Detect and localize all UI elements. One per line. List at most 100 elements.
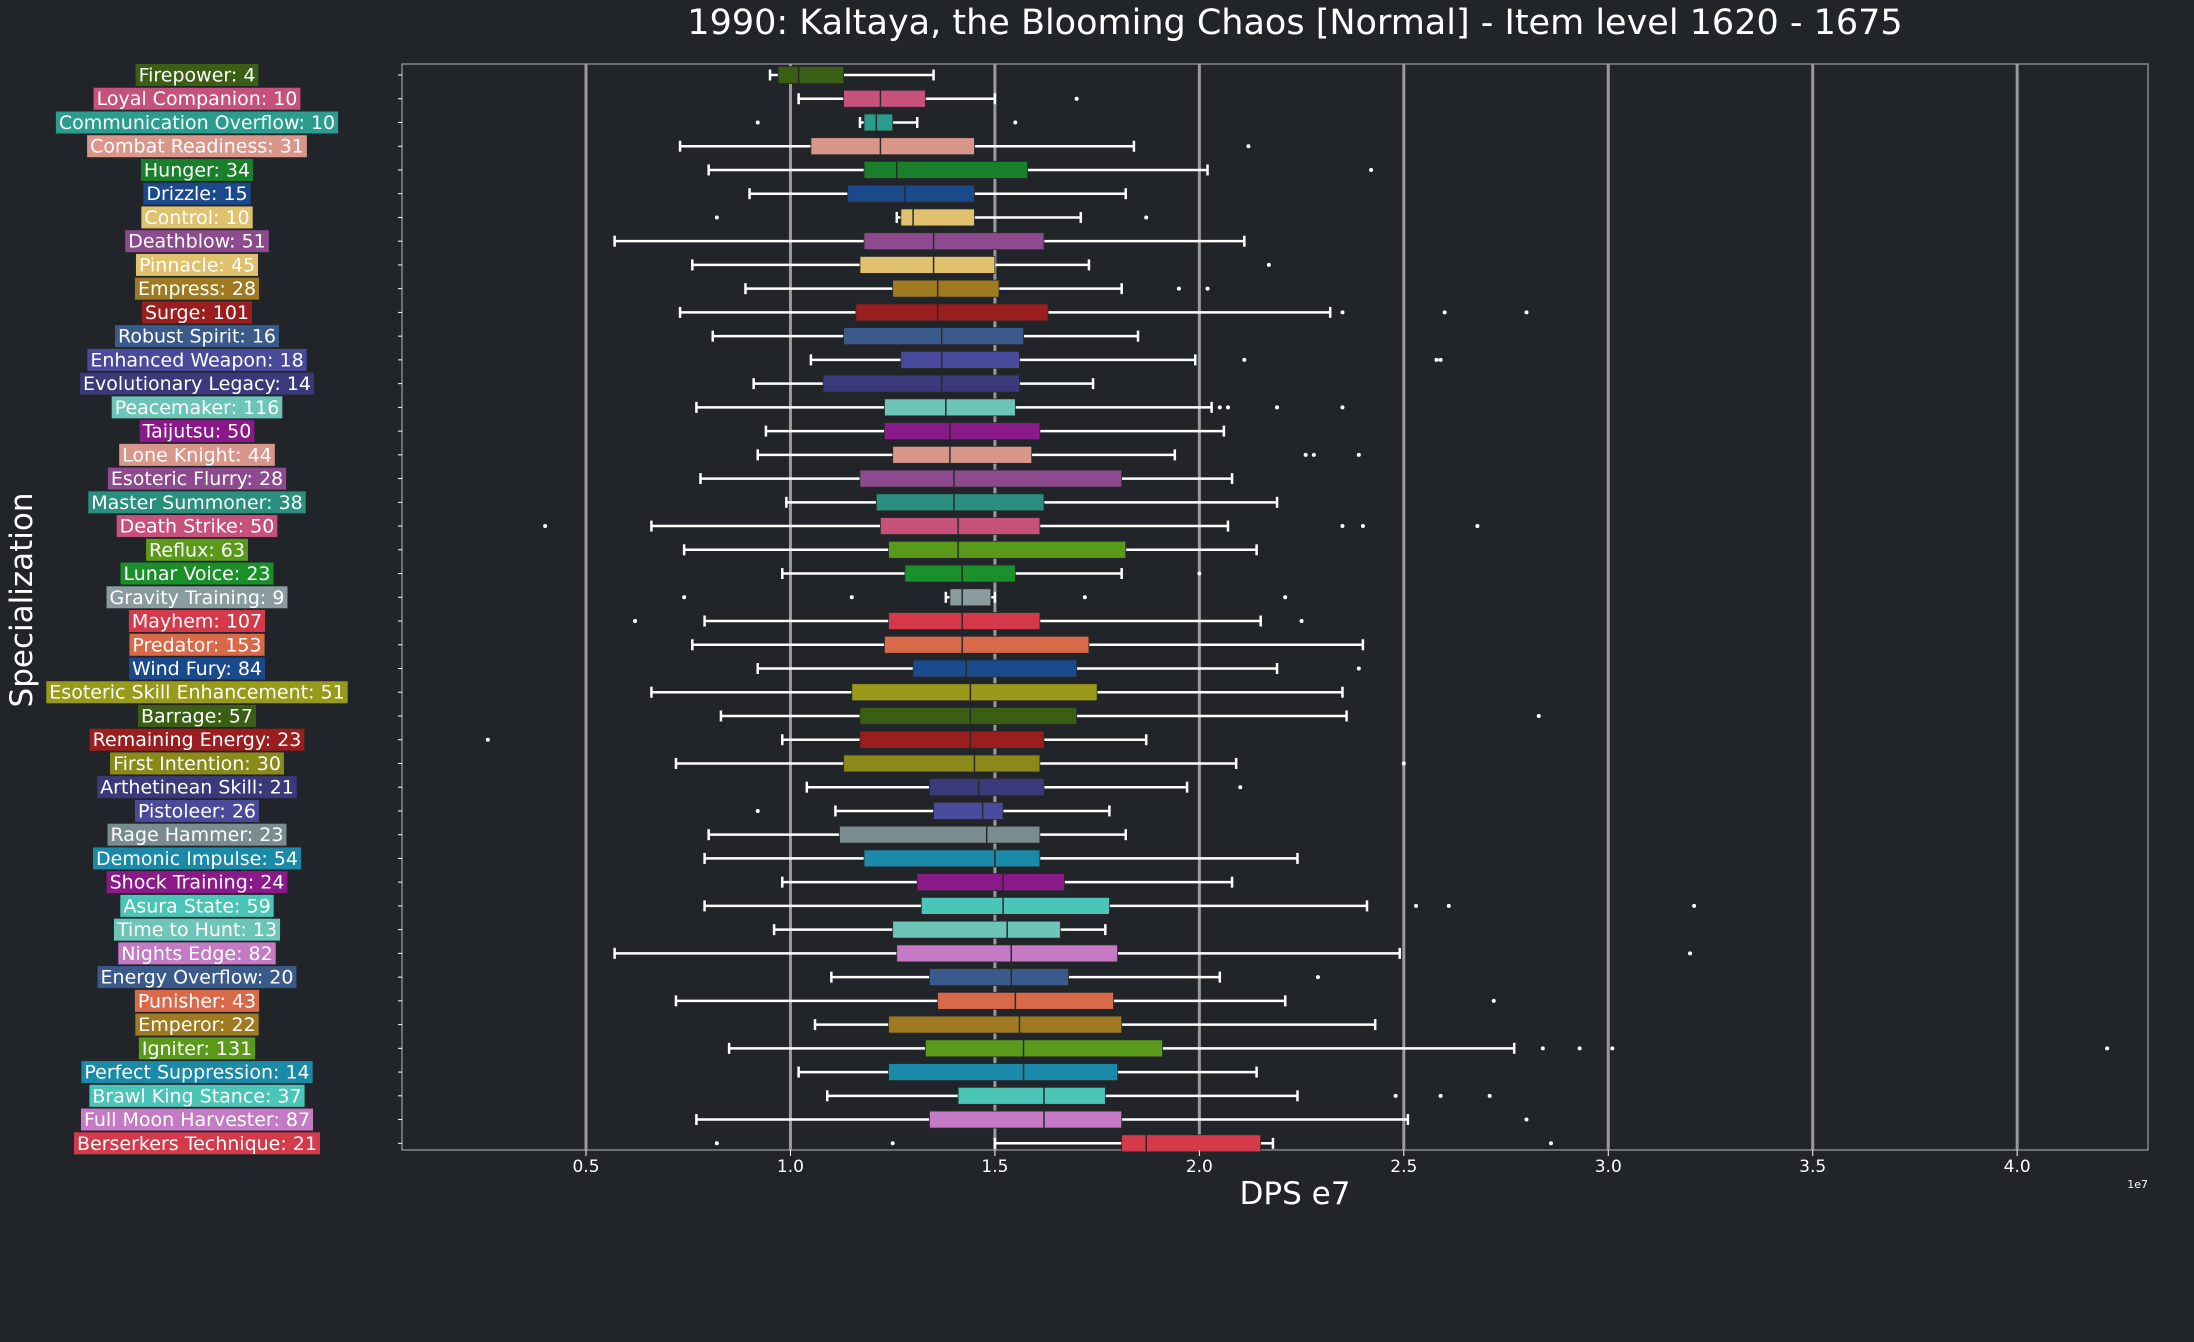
y-tick-label: Peacemaker: 116 — [115, 397, 280, 419]
outlier-point — [755, 808, 760, 813]
x-tick-label: 2.5 — [1390, 1157, 1417, 1177]
box-iqr — [949, 588, 992, 607]
box-iqr — [904, 564, 1016, 583]
y-tick-label-background — [143, 182, 251, 205]
box-group — [485, 730, 1148, 749]
y-tick-label: Control: 10 — [144, 207, 249, 229]
box-group — [785, 493, 1279, 512]
box-group — [748, 184, 1128, 203]
outlier-point — [1266, 262, 1271, 267]
outlier-point — [1610, 1046, 1615, 1051]
y-tick-label: Asura State: 59 — [123, 895, 270, 917]
box-group — [826, 1086, 1492, 1105]
box-group — [714, 208, 1149, 227]
y-tick-label: Gravity Training: 9 — [110, 587, 285, 609]
box-iqr — [859, 469, 1123, 488]
y-tick-label: Esoteric Skill Enhancement: 51 — [49, 682, 344, 704]
box-iqr — [863, 849, 1041, 868]
box-iqr — [924, 1039, 1163, 1058]
box-iqr — [912, 659, 1078, 678]
plot-area-frame — [401, 63, 2149, 1151]
x-tick-label: 1.0 — [777, 1157, 804, 1177]
outlier-point — [1275, 405, 1280, 410]
y-tick-label: Emperor: 22 — [138, 1014, 255, 1036]
box-group — [772, 920, 1107, 939]
y-tick-label-background — [80, 1108, 314, 1131]
outlier-point — [1536, 713, 1541, 718]
outlier-point — [890, 1141, 895, 1146]
box-group — [813, 1015, 1377, 1034]
y-tick-label-background — [114, 325, 280, 348]
outlier-point — [755, 120, 760, 125]
outlier-point — [1299, 619, 1304, 624]
box-iqr — [884, 422, 1041, 441]
box-group — [707, 825, 1128, 844]
box-iqr — [884, 635, 1090, 654]
y-tick-label-background — [106, 586, 288, 609]
box-group — [711, 327, 1140, 346]
y-tick-label: Esoteric Flurry: 28 — [111, 468, 283, 490]
box-group — [797, 1063, 1258, 1081]
outlier-point — [1311, 452, 1316, 457]
outlier-point — [1303, 452, 1308, 457]
outlier-point — [1238, 785, 1243, 790]
outlier-point — [1524, 310, 1529, 315]
box-iqr — [1121, 1134, 1262, 1153]
y-tick-label-background — [88, 491, 306, 514]
y-tick-label: Brawl King Stance: 37 — [92, 1085, 301, 1107]
outlier-point — [1074, 96, 1079, 101]
y-tick-label: Predator: 153 — [132, 634, 261, 656]
y-tick-label: Time to Hunt: 13 — [116, 919, 277, 941]
x-axis: 0.5 1.0 1.5 2.0 2.5 3.0 3.5 4.0 — [572, 1150, 2031, 1177]
box-iqr — [888, 612, 1041, 630]
y-tick-label: Igniter: 131 — [142, 1038, 252, 1060]
box-group — [752, 374, 1095, 393]
box-group — [781, 564, 1202, 583]
box-group — [744, 279, 1210, 298]
y-tick-label-background — [87, 135, 307, 158]
y-tick-label-background — [119, 443, 275, 466]
y-tick-label: Barrage: 57 — [141, 705, 253, 727]
box-iqr — [929, 1110, 1123, 1129]
x-tick-label: 0.5 — [572, 1157, 599, 1177]
box-group — [633, 612, 1304, 630]
y-tick-label: Evolutionary Legacy: 14 — [83, 373, 311, 395]
outlier-point — [1315, 975, 1320, 980]
box-iqr — [839, 825, 1041, 844]
y-tick-label-background — [113, 918, 281, 941]
y-tick-label-background — [128, 657, 266, 680]
outlier-point — [1283, 595, 1288, 600]
y-tick-label: Punisher: 43 — [138, 990, 256, 1012]
y-tick-label: Enhanced Weapon: 18 — [90, 349, 303, 371]
box-iqr — [859, 730, 1045, 749]
outlier-point — [1434, 357, 1439, 362]
outlier-point — [1356, 452, 1361, 457]
y-tick-label: Nights Edge: 82 — [121, 943, 272, 965]
y-tick-label: Combat Readiness: 31 — [90, 136, 304, 158]
y-tick-label: Firepower: 4 — [139, 65, 256, 87]
outlier-point — [1393, 1093, 1398, 1098]
y-tick-label-background — [116, 515, 278, 538]
box-group — [755, 802, 1111, 820]
outlier-point — [1491, 998, 1496, 1003]
box-group — [650, 683, 1344, 702]
box-iqr — [888, 1063, 1118, 1081]
outlier-point — [485, 737, 490, 742]
outlier-point — [1197, 571, 1202, 576]
y-tick-label-background — [125, 230, 269, 253]
outlier-point — [714, 1141, 719, 1146]
y-tick-label: Wind Fury: 84 — [132, 658, 262, 680]
box-iqr — [957, 1086, 1106, 1105]
outlier-point — [1246, 144, 1251, 149]
y-tick-label: Lunar Voice: 23 — [123, 563, 270, 585]
y-tick-label: Energy Overflow: 20 — [101, 967, 294, 989]
box-group — [695, 398, 1345, 417]
y-tick-label: Shock Training: 24 — [110, 872, 285, 894]
box-group — [797, 89, 1079, 108]
y-tick-label-background — [93, 847, 301, 870]
y-tick-label-background — [135, 64, 259, 86]
y-tick-label: Deathblow: 51 — [128, 231, 266, 253]
box-group — [707, 161, 1374, 179]
outlier-point — [1692, 903, 1697, 908]
box-group — [756, 659, 1361, 678]
